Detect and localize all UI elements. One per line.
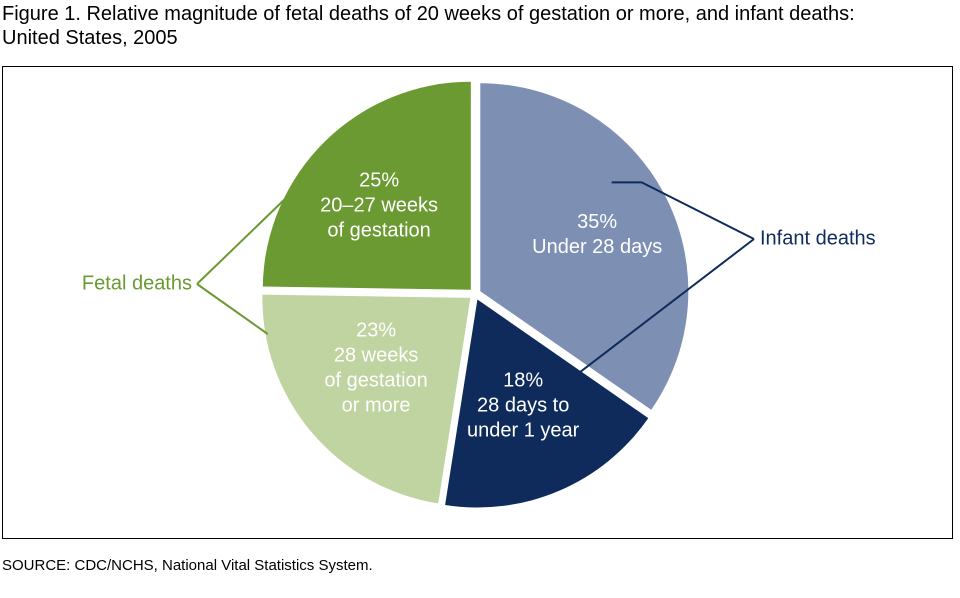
chart-title-line-1: Figure 1. Relative magnitude of fetal de… [2,3,855,25]
callout-line-infant-28-days-to-1-year [559,238,755,389]
infant-deaths-label: Infant deaths [760,227,876,249]
slice-label-2-line-3: under 1 year [467,420,580,442]
pie-slice-4 [262,81,471,290]
slice-label-3: 23% 28 weeks of gestation or more [324,320,427,417]
slice-label-1-line-2: Under 28 days [532,236,662,258]
slice-label-4-line-1: 25% [359,170,399,192]
source-note: SOURCE: CDC/NCHS, National Vital Statist… [2,557,373,574]
callout-line-fetal-28-weeks-or-more [196,283,269,335]
slice-label-2-line-1: 18% [503,370,543,392]
callout-line-infant-under-28-days [611,181,755,240]
slice-label-4-line-2: 20–27 weeks [320,195,438,217]
slice-label-3-line-3: of gestation [324,370,427,392]
slice-label-3-line-1: 23% [356,320,396,342]
pie-slice-2 [445,299,649,508]
slice-label-1-line-1: 35% [577,211,617,233]
chart-frame [2,66,953,539]
slice-label-2-line-2: 28 days to [477,395,569,417]
slice-label-2: 18% 28 days to under 1 year [467,370,580,442]
slice-label-4: 25% 20–27 weeks of gestation [320,170,438,242]
slice-label-4-line-3: of gestation [327,220,430,242]
callout-line-fetal-20-27-weeks [196,186,298,285]
slice-label-3-line-4: or more [342,395,411,417]
chart-title-line-2: United States, 2005 [2,27,178,49]
pie-chart: 35% Under 28 days 18% 28 days to under 1 yea… [82,81,876,508]
slice-label-3-line-2: 28 weeks [334,345,419,367]
chart-title: Figure 1. Relative magnitude of fetal de… [2,2,958,50]
slice-label-1: 35% Under 28 days [532,211,662,258]
fetal-deaths-label: Fetal deaths [82,272,192,294]
pie-slice-3 [262,294,471,504]
